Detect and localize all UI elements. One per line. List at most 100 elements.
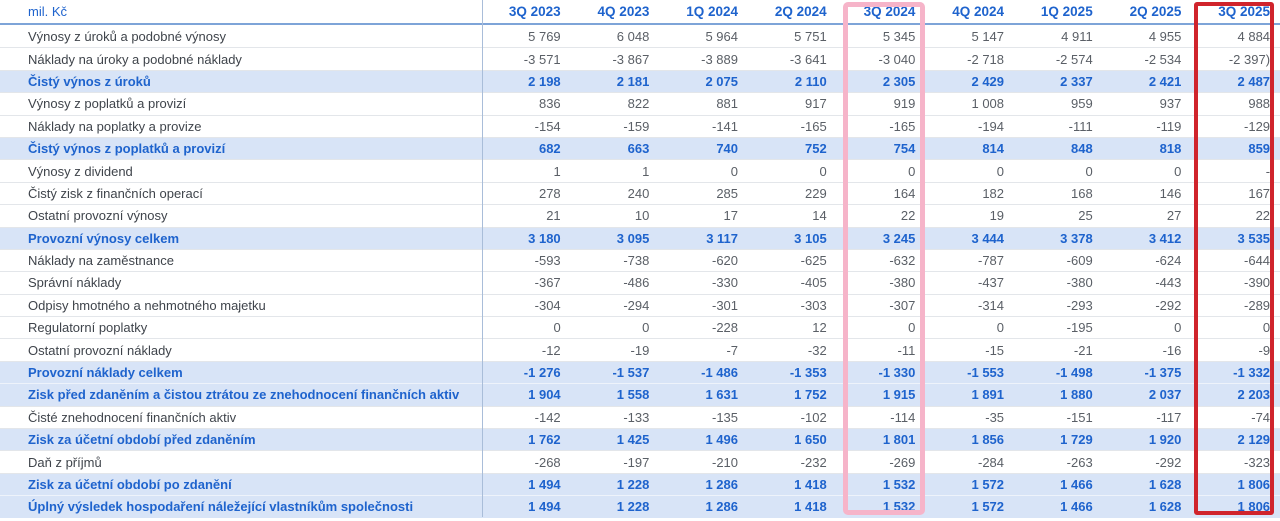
value-cell: -1 498 [1055,365,1093,381]
value-cell: -738 [623,253,650,269]
value-cell: 663 [627,141,650,157]
value-cell: -159 [623,118,650,134]
value-cell: 27 [1166,208,1182,224]
value-cell: -620 [711,253,739,269]
row-label: Čistý výnos z poplatků a provizí [28,141,226,157]
value-cell: -292 [1155,297,1182,313]
value-cell: -294 [623,297,650,313]
row-label: Výnosy z poplatků a provizí [28,96,187,112]
column-header: 3Q 2023 [508,4,561,19]
value-cell: 1 425 [616,432,650,448]
value-cell: 1 494 [528,477,561,492]
value-cell: -15 [985,342,1005,358]
value-cell: 240 [627,185,650,201]
value-cell: 25 [1078,208,1093,224]
value-cell: -12 [541,342,561,358]
value-cell: -1 276 [523,365,561,381]
table-row: Zisk za účetní období po zdanění 1 494 1 2… [0,472,1280,496]
row-label: Výnosy z dividend [28,163,133,179]
row-label: Čistý zisk z finančních operací [28,185,203,201]
value-cell: 0 [996,320,1005,336]
column-header: 3Q 2025 [1218,4,1271,19]
value-cell: -142 [534,409,561,425]
row-label: Zisk před zdaněním a čistou ztrátou ze z… [28,387,460,403]
value-cell: 4 911 [1061,28,1093,44]
value-cell: -35 [985,409,1005,425]
value-cell: 22 [900,208,916,224]
value-cell: -135 [711,409,739,425]
value-cell: -1 375 [1144,365,1182,381]
value-cell: -787 [978,253,1005,269]
value-cell: 2 198 [528,73,561,89]
value-cell: 1 856 [971,432,1005,448]
value-cell: 1 286 [705,477,739,492]
value-cell: 3 378 [1060,230,1093,246]
value-cell: -644 [1244,253,1271,269]
value-cell: 1 532 [882,499,916,515]
value-cell: 1 [642,163,650,179]
value-cell: 285 [716,185,739,201]
value-cell: 1 729 [1060,432,1093,448]
value-cell: 5 964 [705,28,739,44]
value-cell: 2 110 [794,73,827,89]
value-cell: 5 147 [971,28,1005,44]
value-cell: -194 [978,118,1005,134]
row-label: Náklady na zaměstnance [28,253,174,269]
value-cell: 3 245 [882,230,916,246]
value-cell: -151 [1066,409,1093,425]
value-cell: -323 [1244,454,1271,470]
value-cell: 1 904 [528,387,561,403]
row-label: Čistý výnos z úroků [28,73,151,89]
value-cell: -609 [1066,253,1093,269]
value-cell: -269 [889,454,916,470]
value-cell: -486 [623,275,650,291]
value-cell: 168 [1071,185,1093,201]
table-row: Čistý výnos z poplatků a provizí 682 663 74… [0,136,1280,160]
value-cell: 17 [723,208,739,224]
value-cell: -330 [711,275,739,291]
value-cell: -16 [1162,342,1182,358]
value-cell: -210 [711,454,739,470]
value-cell: 1 806 [1237,499,1271,515]
value-cell: -21 [1073,342,1093,358]
value-cell: 2 075 [705,73,739,89]
value-cell: -625 [800,253,827,269]
value-cell: 278 [538,185,561,201]
value-cell: 1 558 [616,387,650,403]
value-cell: 848 [1071,141,1093,157]
value-cell: 2 181 [616,73,650,89]
value-cell: -3 040 [878,51,916,67]
value-cell: 12 [812,320,827,336]
value-cell: -102 [800,409,827,425]
value-cell: -2 397) [1228,51,1271,67]
row-label: Zisk za účetní období po zdanění [28,477,232,492]
value-cell: 0 [996,163,1005,179]
value-cell: 10 [634,208,650,224]
value-cell: - [1265,163,1271,179]
value-cell: 1 228 [616,477,650,492]
table-row: Provozní výnosy celkem 3 180 3 095 3 117 3 1… [0,226,1280,249]
value-cell: 182 [982,185,1005,201]
value-cell: -117 [1156,409,1182,425]
row-label: Ostatní provozní výnosy [28,208,168,224]
value-cell: -304 [534,297,561,313]
column-header: 1Q 2024 [686,4,739,19]
value-cell: -111 [1068,118,1093,134]
value-cell: -307 [889,297,916,313]
table-row: Náklady na poplatky a provize -154 -159 -14… [0,114,1280,137]
table-row: Odpisy hmotného a nehmotného majetku -304… [0,293,1280,316]
row-label: Regulatorní poplatky [28,320,148,336]
value-cell: -1 553 [967,365,1005,381]
value-cell: 0 [553,320,561,336]
value-cell: -380 [889,275,916,291]
value-cell: -1 486 [701,365,739,381]
value-cell: 822 [627,96,650,112]
column-header: 1Q 2025 [1040,4,1093,19]
value-cell: 1 008 [971,96,1005,112]
value-cell: 2 421 [1148,73,1182,89]
row-label: Odpisy hmotného a nehmotného majetku [28,297,266,313]
table-row: Čistý výnos z úroků 2 198 2 181 2 075 2 110 2… [0,69,1280,93]
value-cell: -165 [800,118,827,134]
value-cell: -129 [1244,118,1271,134]
